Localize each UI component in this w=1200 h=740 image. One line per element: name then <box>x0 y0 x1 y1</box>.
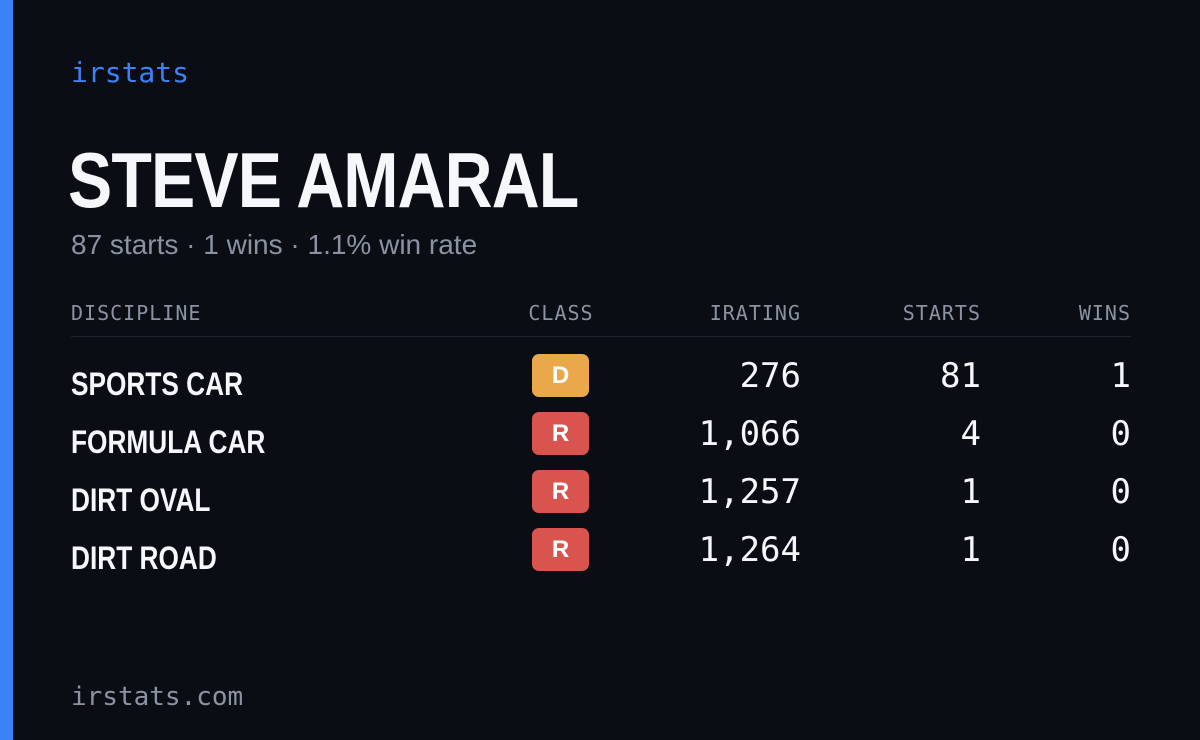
header-discipline: DISCIPLINE <box>71 301 202 325</box>
stats-table: DISCIPLINE CLASS IRATING STARTS WINS SPO… <box>71 296 1131 586</box>
header-class: CLASS <box>528 301 594 325</box>
driver-summary: 87 starts · 1 wins · 1.1% win rate <box>71 229 478 260</box>
driver-name: STEVE AMARAL <box>68 136 579 224</box>
table-row: DIRT OVAL R 1,257 1 0 <box>71 470 1131 528</box>
starts-cell: 81 <box>940 356 981 396</box>
discipline-cell: SPORTS CAR <box>71 366 244 402</box>
irating-cell: 276 <box>739 356 801 396</box>
table-row: DIRT ROAD R 1,264 1 0 <box>71 528 1131 586</box>
table-header: DISCIPLINE CLASS IRATING STARTS WINS <box>71 296 1131 337</box>
license-class-badge: R <box>532 412 589 455</box>
accent-bar <box>0 0 13 740</box>
wins-cell: 0 <box>1110 530 1131 570</box>
table-row: FORMULA CAR R 1,066 4 0 <box>71 412 1131 470</box>
wins-cell: 0 <box>1110 414 1131 454</box>
wins-cell: 0 <box>1110 472 1131 512</box>
header-irating: IRATING <box>709 301 801 325</box>
license-class-badge: R <box>532 528 589 571</box>
license-class-badge: D <box>532 354 589 397</box>
header-wins: WINS <box>1078 301 1131 325</box>
table-row: SPORTS CAR D 276 81 1 <box>71 354 1131 412</box>
starts-cell: 1 <box>960 530 981 570</box>
irating-cell: 1,257 <box>698 472 801 512</box>
license-class-badge: R <box>532 470 589 513</box>
footer-url: irstats.com <box>71 682 244 712</box>
discipline-cell: DIRT OVAL <box>71 482 211 518</box>
header-starts: STARTS <box>902 301 981 325</box>
wins-cell: 1 <box>1110 356 1131 396</box>
table-body: SPORTS CAR D 276 81 1 FORMULA CAR R 1,06… <box>71 354 1131 586</box>
discipline-cell: DIRT ROAD <box>71 540 217 576</box>
discipline-cell: FORMULA CAR <box>71 424 266 460</box>
starts-cell: 1 <box>960 472 981 512</box>
brand-logo-text: irstats <box>71 56 190 89</box>
irating-cell: 1,264 <box>698 530 801 570</box>
irating-cell: 1,066 <box>698 414 801 454</box>
starts-cell: 4 <box>960 414 981 454</box>
